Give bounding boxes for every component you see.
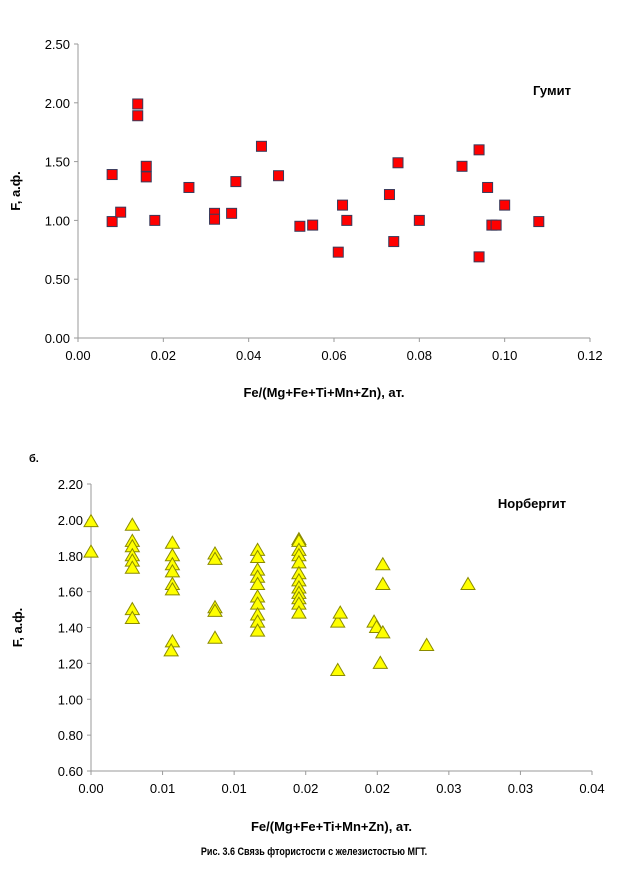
data-point xyxy=(255,140,267,152)
data-point xyxy=(473,251,485,263)
y-tick-label: 1.40 xyxy=(58,621,83,636)
data-point xyxy=(341,214,353,226)
data-point xyxy=(482,181,494,193)
figure-caption: Рис. 3.6 Связь фтористости с железистост… xyxy=(200,846,428,858)
x-tick-label: 0.03 xyxy=(436,781,461,796)
data-point xyxy=(140,171,152,183)
x-tick-label: 0.01 xyxy=(150,781,175,796)
data-point xyxy=(337,199,349,211)
data-point xyxy=(207,630,223,644)
data-point xyxy=(460,576,476,590)
data-point xyxy=(374,624,391,639)
y-tick-label: 1.20 xyxy=(58,656,83,671)
data-point xyxy=(473,144,485,156)
x-tick-label: 0.02 xyxy=(365,781,390,796)
data-point xyxy=(383,189,395,201)
data-point xyxy=(140,160,152,172)
x-tick-label: 0.01 xyxy=(221,781,246,796)
y-tick-label: 1.00 xyxy=(45,213,70,228)
data-point xyxy=(132,98,144,110)
data-point xyxy=(456,160,468,172)
y-tick-label: 2.00 xyxy=(58,513,83,528)
x-tick-label: 0.00 xyxy=(65,348,90,363)
chart-title: Норбергит xyxy=(498,496,566,511)
x-tick-label: 0.03 xyxy=(508,781,533,796)
y-tick-label: 0.00 xyxy=(45,331,70,346)
y-tick-label: 2.00 xyxy=(45,96,70,111)
y-tick-label: 2.50 xyxy=(45,37,70,52)
data-point xyxy=(273,170,285,182)
data-point xyxy=(207,551,223,565)
data-point xyxy=(83,513,99,528)
data-point xyxy=(115,206,127,218)
data-point xyxy=(533,216,545,228)
y-axis-label: F, а.ф. xyxy=(10,608,25,648)
x-tick-label: 0.06 xyxy=(321,348,346,363)
data-point xyxy=(83,544,99,558)
data-point xyxy=(124,560,141,574)
x-tick-label: 0.08 xyxy=(407,348,432,363)
data-point xyxy=(490,219,502,231)
data-point xyxy=(332,246,344,258)
y-tick-label: 1.60 xyxy=(58,585,83,600)
x-axis-label: Fe/(Mg+Fe+Ti+Mn+Zn), ат. xyxy=(251,819,412,834)
data-point xyxy=(183,181,195,193)
chart-norbergite: 0.60 0.80 1.00 1.20 1.40 1.60 1.80 2.00 2.20 0.00… xyxy=(10,477,605,834)
data-point xyxy=(124,517,141,531)
x-tick-label: 0.04 xyxy=(236,348,261,363)
data-point xyxy=(418,637,435,651)
data-point xyxy=(329,614,346,628)
data-point xyxy=(132,110,144,122)
x-axis-label: Fe/(Mg+Fe+Ti+Mn+Zn), ат. xyxy=(243,385,404,400)
x-tick-label: 0.02 xyxy=(151,348,176,363)
y-tick-label: 0.50 xyxy=(45,272,70,287)
data-point xyxy=(372,655,389,669)
data-point xyxy=(388,236,400,248)
y-axis-label: F, а.ф. xyxy=(8,171,23,211)
data-point xyxy=(164,535,181,549)
data-point xyxy=(329,662,346,677)
x-tick-label: 0.00 xyxy=(78,781,103,796)
panel-b-label: б. xyxy=(29,453,39,465)
data-point xyxy=(207,603,223,617)
data-point xyxy=(163,642,180,657)
data-point xyxy=(307,219,319,231)
data-point xyxy=(249,623,266,637)
data-point xyxy=(164,581,181,596)
data-point xyxy=(106,216,118,228)
data-point xyxy=(332,605,349,619)
data-point xyxy=(413,214,425,226)
x-tick-label: 0.02 xyxy=(293,781,318,796)
x-tick-label: 0.10 xyxy=(492,348,517,363)
data-point xyxy=(149,214,161,226)
data-point xyxy=(374,576,391,590)
y-tick-label: 0.60 xyxy=(58,764,83,779)
data-point xyxy=(368,619,385,633)
chart-title: Гумит xyxy=(533,83,571,98)
data-point xyxy=(499,199,511,211)
y-tick-label: 1.50 xyxy=(45,155,70,170)
y-tick-label: 0.80 xyxy=(58,728,83,743)
y-tick-label: 1.80 xyxy=(58,549,83,564)
data-point xyxy=(291,605,307,619)
data-point xyxy=(230,176,242,188)
data-point xyxy=(209,213,221,225)
data-point xyxy=(106,169,118,181)
x-tick-label: 0.04 xyxy=(579,781,604,796)
y-tick-label: 2.20 xyxy=(58,477,83,492)
chart-humite: 0.00 0.50 1.00 1.50 2.00 2.50 0.00 0.02 0.04 0.06… xyxy=(8,37,603,400)
data-point xyxy=(124,610,141,625)
data-point xyxy=(374,556,391,571)
y-tick-label: 1.00 xyxy=(58,692,83,707)
data-point xyxy=(392,157,404,169)
data-point xyxy=(294,220,306,232)
data-point xyxy=(226,207,238,219)
x-tick-label: 0.12 xyxy=(577,348,602,363)
